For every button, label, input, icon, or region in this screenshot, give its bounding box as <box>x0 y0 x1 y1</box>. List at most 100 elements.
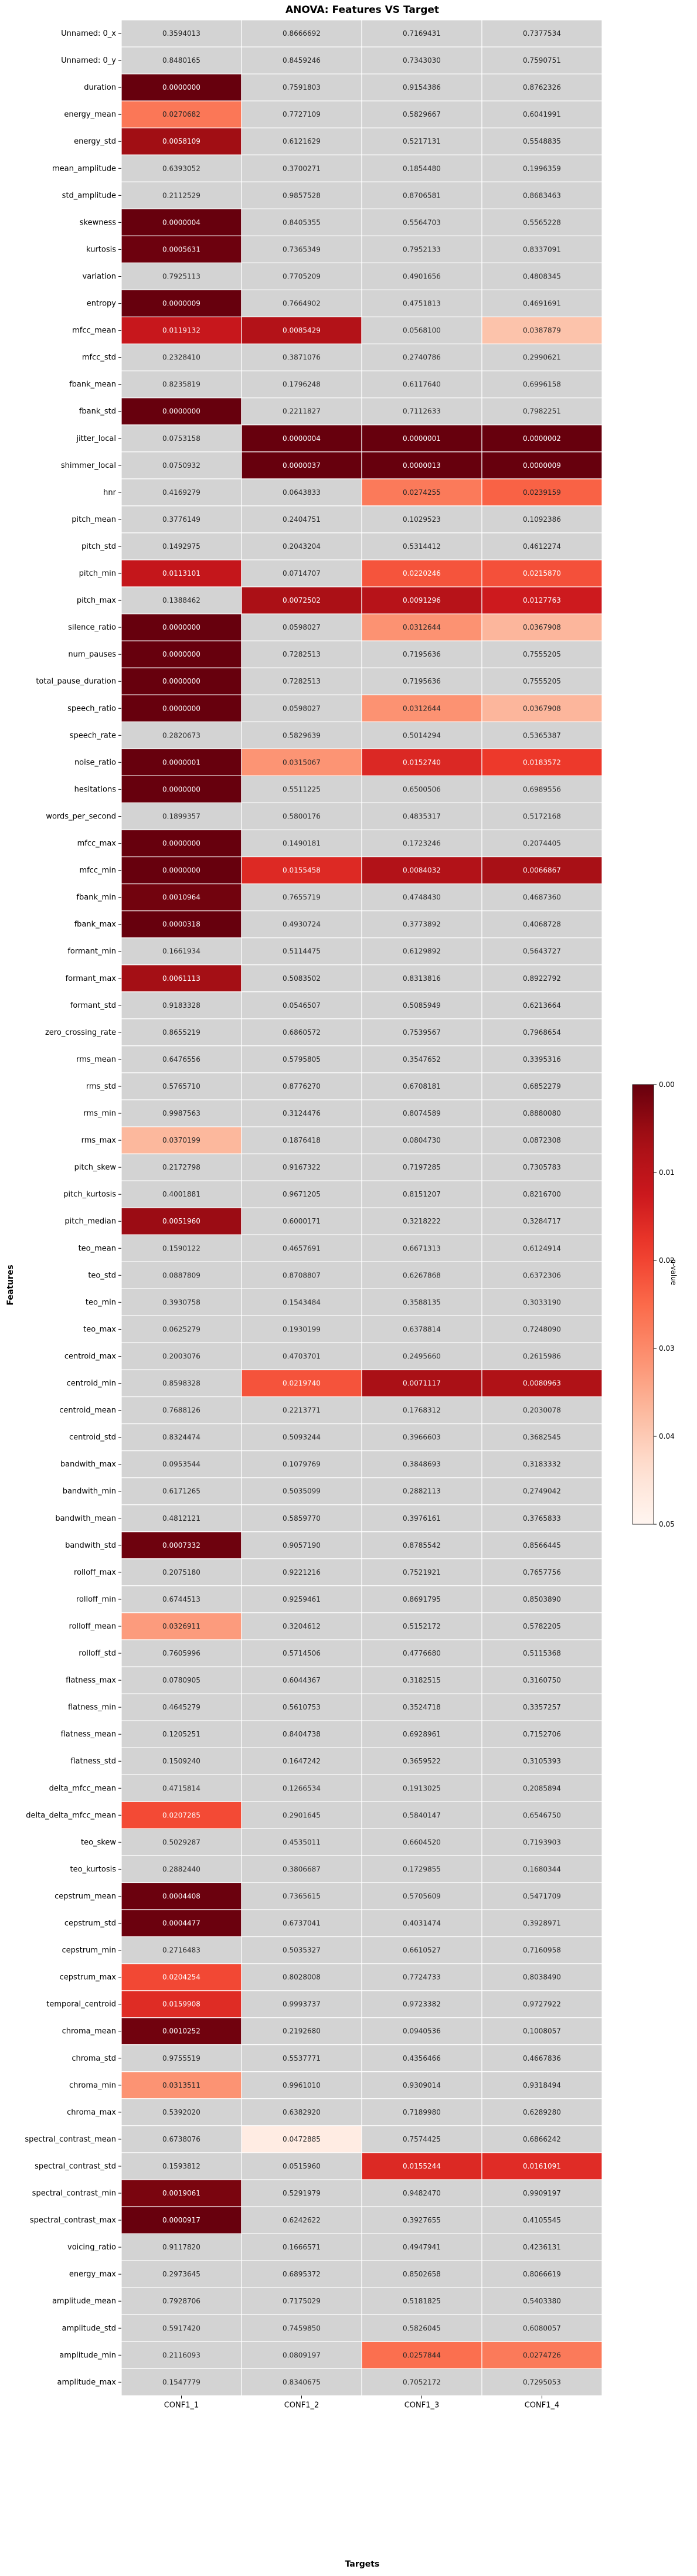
heatmap-cell <box>481 1774 603 1802</box>
heatmap-cell <box>241 2098 362 2126</box>
cell-value-label: 0.4535011 <box>283 1838 321 1846</box>
heatmap-cell <box>481 1153 603 1181</box>
cell-value-label: 0.8404738 <box>283 1730 321 1738</box>
heatmap-cell <box>121 451 242 480</box>
cell-value-label: 0.2973645 <box>162 2270 200 2278</box>
heatmap-cell <box>481 1801 603 1829</box>
cell-value-label: 0.3524718 <box>403 1703 441 1711</box>
cell-value-label: 0.3966603 <box>403 1433 441 1442</box>
cell-value-label: 0.2495660 <box>403 1352 441 1360</box>
row-label: Unnamed: 0_y <box>61 56 116 65</box>
row-label: energy_std <box>74 137 116 146</box>
heatmap-cell <box>241 1720 362 1748</box>
heatmap-cell <box>241 1153 362 1181</box>
colorbar-gradient <box>632 1084 654 1525</box>
heatmap-cell <box>121 775 242 804</box>
cell-value-label: 0.4356466 <box>403 2054 441 2062</box>
cell-value-label: 0.4835317 <box>403 812 441 820</box>
cell-value-label: 0.1492975 <box>162 542 200 550</box>
heatmap-cell <box>481 2206 603 2234</box>
x-axis-label: Targets <box>345 2560 380 2569</box>
cell-value-label: 0.5705609 <box>403 1892 441 1900</box>
heatmap-cell <box>241 1072 362 1100</box>
cell-value-label: 0.0159908 <box>162 2000 200 2009</box>
heatmap-cell <box>241 2152 362 2180</box>
cell-value-label: 0.7195636 <box>403 650 441 658</box>
heatmap-cell <box>481 397 603 426</box>
row-label: chroma_min <box>69 2081 116 2090</box>
cell-value-label: 0.9755519 <box>162 2054 200 2062</box>
heatmap-cell <box>481 1315 603 1344</box>
heatmap-cell <box>121 2206 242 2234</box>
cell-value-label: 0.0066867 <box>523 866 561 875</box>
heatmap-cell <box>481 1261 603 1289</box>
row-label: amplitude_max <box>57 2378 116 2387</box>
cell-value-label: 0.0367908 <box>523 704 561 712</box>
heatmap-cell <box>361 2368 482 2397</box>
cell-value-label: 0.1899357 <box>162 812 200 820</box>
cell-value-label: 0.7343030 <box>403 56 441 64</box>
cell-value-label: 0.2820673 <box>162 731 200 739</box>
heatmap-cell <box>121 371 242 399</box>
cell-value-label: 0.7248090 <box>523 1325 561 1333</box>
cell-value-label: 0.0546507 <box>283 1001 321 1010</box>
cell-value-label: 0.3160750 <box>523 1676 561 1684</box>
cell-value-label: 0.5714506 <box>283 1649 321 1657</box>
heatmap-cell <box>481 1666 603 1694</box>
row-label: flatness_std <box>70 1757 116 1766</box>
cell-value-label: 0.0220246 <box>403 569 441 577</box>
cell-value-label: 0.3594013 <box>162 29 200 38</box>
cell-value-label: 0.7459850 <box>283 2324 321 2332</box>
heatmap-cell <box>361 46 482 74</box>
cell-value-label: 0.5014294 <box>403 731 441 739</box>
cell-value-label: 0.8337091 <box>523 245 561 253</box>
heatmap-cell <box>121 100 242 128</box>
cell-value-label: 0.1680344 <box>523 1865 561 1873</box>
cell-value-label: 0.9221216 <box>283 1568 321 1576</box>
cell-value-label: 0.5800176 <box>283 812 321 820</box>
cell-value-label: 0.1008057 <box>523 2027 561 2035</box>
cell-value-label: 0.4001881 <box>162 1190 200 1198</box>
heatmap-cell <box>481 1180 603 1208</box>
heatmap-cell <box>241 802 362 831</box>
cell-value-label: 0.0387879 <box>523 327 561 335</box>
cell-value-label: 0.3765833 <box>523 1514 561 1523</box>
cell-value-label: 0.0714707 <box>283 569 321 577</box>
cell-value-label: 0.9259461 <box>283 1595 321 1603</box>
cell-value-label: 0.0019061 <box>162 2189 200 2197</box>
heatmap-cell <box>241 829 362 858</box>
cell-value-label: 0.0010964 <box>162 893 200 902</box>
heatmap-cell <box>241 1342 362 1371</box>
cell-value-label: 0.8340675 <box>283 2378 321 2386</box>
cell-value-label: 0.1729855 <box>403 1865 441 1873</box>
cell-value-label: 0.2404751 <box>283 515 321 524</box>
cell-value-label: 0.9057190 <box>283 1541 321 1549</box>
cell-value-label: 0.7574425 <box>403 2135 441 2143</box>
row-label: speech_rate <box>70 731 116 740</box>
cell-value-label: 0.5565228 <box>523 218 561 226</box>
row-label: noise_ratio <box>74 758 116 767</box>
row-label: formant_min <box>67 947 116 956</box>
cell-value-label: 0.1388462 <box>162 596 200 604</box>
row-label: centroid_std <box>69 1433 116 1442</box>
heatmap-cell <box>481 1234 603 1262</box>
cell-value-label: 0.7539567 <box>403 1028 441 1036</box>
row-label: spectral_contrast_std <box>35 2162 116 2171</box>
row-label: cepstrum_mean <box>55 1892 116 1901</box>
column-label: CONF1_4 <box>525 2401 560 2410</box>
row-label: pitch_std <box>81 542 116 551</box>
heatmap-cell <box>361 2314 482 2342</box>
cell-value-label: 0.6378814 <box>403 1325 441 1333</box>
heatmap-cell <box>121 1450 242 1479</box>
cell-value-label: 0.4105545 <box>523 2216 561 2224</box>
heatmap-cell <box>481 1963 603 1992</box>
heatmap-cell <box>241 343 362 372</box>
cell-value-label: 0.6500506 <box>403 785 441 793</box>
cell-value-label: 0.5035327 <box>283 1946 321 1955</box>
cell-value-label: 0.6546750 <box>523 1811 561 1819</box>
cell-value-label: 0.0872308 <box>523 1136 561 1144</box>
cell-value-label: 0.0113101 <box>162 569 200 577</box>
cell-value-label: 0.0119132 <box>162 327 200 335</box>
heatmap-cell <box>121 1882 242 1911</box>
cell-value-label: 0.0274726 <box>523 2351 561 2359</box>
